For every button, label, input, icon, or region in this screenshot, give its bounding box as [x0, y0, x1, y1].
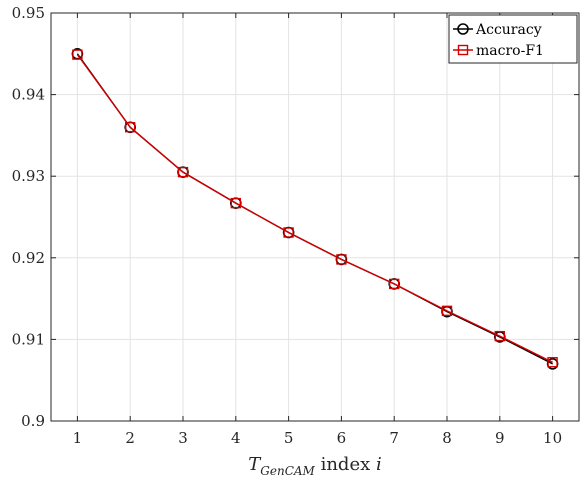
- x-tick-label: 3: [178, 429, 188, 447]
- data-point-macro-f1: [283, 227, 294, 238]
- x-tick-label: 8: [442, 429, 452, 447]
- data-point-macro-f1: [72, 49, 83, 60]
- legend-marker-accuracy: [457, 23, 469, 35]
- y-tick-label: 0.93: [12, 167, 45, 185]
- x-tick-label: 4: [231, 429, 241, 447]
- series-group: [71, 47, 559, 370]
- legend-label-macro-f1: macro-F1: [476, 43, 544, 59]
- x-axis-label-var: i: [376, 454, 382, 475]
- legend: Accuracy macro-F1: [448, 14, 578, 64]
- data-point-macro-f1: [230, 197, 242, 209]
- grid: [51, 12, 579, 422]
- data-point-macro-f1: [494, 330, 505, 342]
- legend-label-accuracy: Accuracy: [475, 22, 542, 38]
- x-tick-label: 9: [495, 429, 505, 447]
- data-point-macro-f1: [389, 278, 400, 290]
- series-accuracy: [71, 47, 559, 370]
- x-axis-label-main: T: [248, 454, 262, 475]
- x-tick-label: 6: [337, 429, 347, 447]
- x-axis-label: TGenCAM index i: [248, 454, 381, 478]
- x-tick-label: 10: [543, 429, 562, 447]
- series-macro-f1: [72, 49, 558, 368]
- data-point-macro-f1: [441, 305, 453, 317]
- data-point-macro-f1: [177, 166, 189, 178]
- plot-area: [50, 12, 580, 422]
- x-axis-label-subscript: GenCAM: [260, 464, 315, 478]
- y-tick-label: 0.95: [12, 4, 45, 22]
- data-point-macro-f1: [124, 122, 136, 133]
- series-line-macro-f1: [76, 54, 553, 363]
- x-tick-label: 7: [389, 429, 399, 447]
- legend-box: [448, 14, 578, 64]
- x-axis-label-text: index: [315, 454, 376, 475]
- data-point-macro-f1: [336, 254, 347, 265]
- x-tick-label: 2: [125, 429, 135, 447]
- x-tick-label: 5: [284, 429, 294, 447]
- y-tick-label: 0.94: [12, 86, 45, 104]
- y-tick-label: 0.92: [12, 249, 45, 267]
- legend-marker-macro-f1: [457, 44, 469, 56]
- y-tick-label: 0.9: [21, 412, 45, 430]
- axis-ticks: 1 2 3 4 5 6 7 8 9 10 0.9 0.91 0.92 0.93 0.94 0.95: [12, 4, 579, 447]
- series-line-accuracy: [76, 53, 553, 365]
- x-tick-label: 1: [73, 429, 83, 447]
- y-tick-label: 0.91: [12, 330, 45, 348]
- data-point-macro-f1: [547, 357, 558, 368]
